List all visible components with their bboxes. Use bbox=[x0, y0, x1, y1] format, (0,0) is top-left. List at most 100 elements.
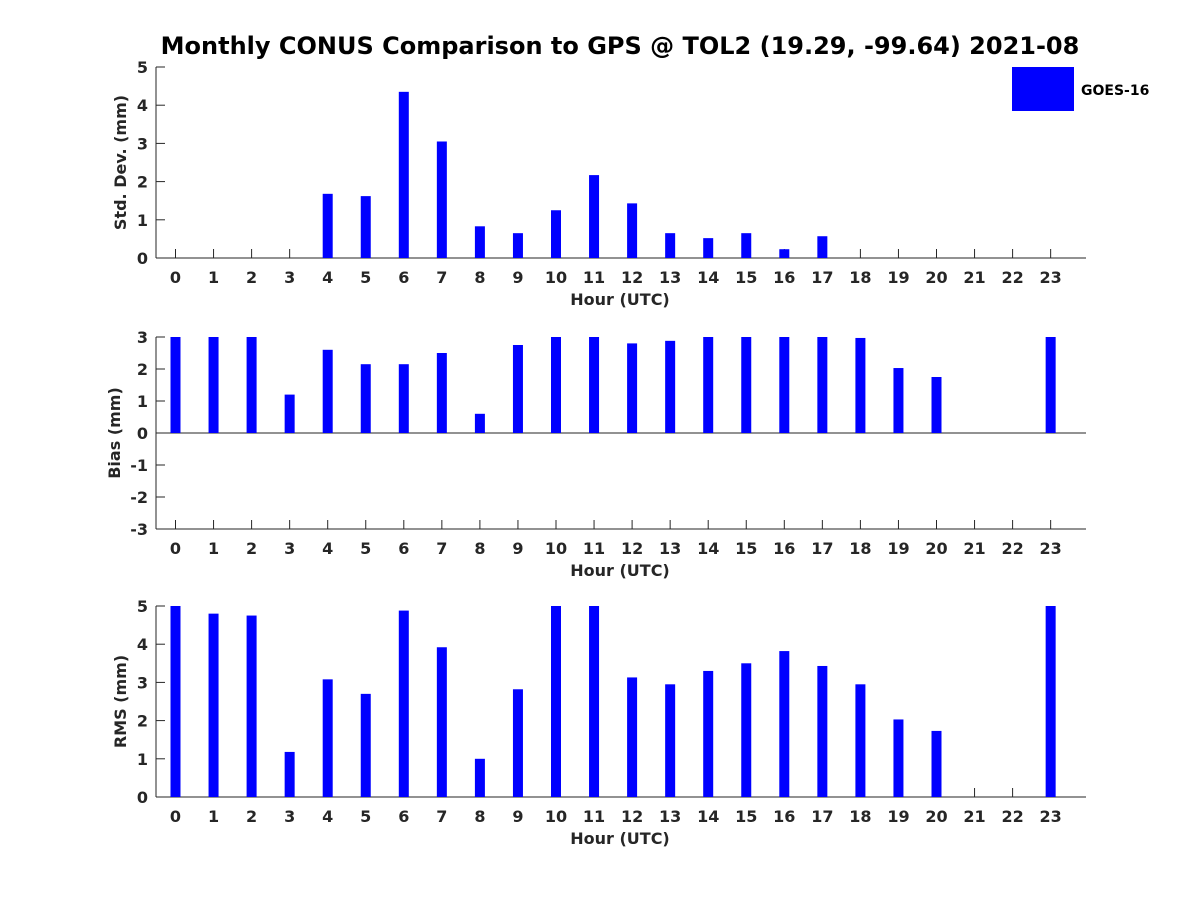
x-axis-label: Hour (UTC) bbox=[570, 561, 670, 580]
y-tick-label: -1 bbox=[130, 456, 148, 475]
bar-std-dev-5 bbox=[360, 196, 371, 258]
x-tick-label: 13 bbox=[659, 268, 681, 287]
bar-bias-12 bbox=[627, 343, 638, 433]
x-tick-label: 1 bbox=[208, 807, 219, 826]
y-tick-label: 0 bbox=[137, 788, 148, 807]
bar-std-dev-15 bbox=[741, 233, 752, 258]
bar-rms-12 bbox=[627, 677, 638, 797]
x-tick-label: 11 bbox=[583, 268, 605, 287]
bar-rms-2 bbox=[246, 615, 257, 797]
legend: GOES-16 bbox=[1012, 67, 1149, 111]
x-tick-label: 5 bbox=[360, 807, 371, 826]
x-tick-label: 19 bbox=[887, 539, 909, 558]
x-tick-label: 16 bbox=[773, 539, 795, 558]
bar-rms-15 bbox=[741, 663, 752, 797]
x-tick-label: 1 bbox=[208, 539, 219, 558]
x-tick-label: 18 bbox=[849, 539, 871, 558]
x-tick-label: 19 bbox=[887, 268, 909, 287]
bar-rms-9 bbox=[512, 689, 523, 797]
x-tick-label: 22 bbox=[1001, 539, 1023, 558]
x-tick-label: 17 bbox=[811, 539, 833, 558]
bar-rms-4 bbox=[322, 679, 333, 797]
bar-std-dev-4 bbox=[322, 193, 333, 258]
x-tick-label: 23 bbox=[1040, 807, 1062, 826]
bar-bias-5 bbox=[360, 364, 371, 433]
x-tick-label: 17 bbox=[811, 807, 833, 826]
bar-bias-10 bbox=[551, 337, 561, 433]
bar-std-dev-17 bbox=[817, 236, 828, 258]
y-tick-label: 0 bbox=[137, 249, 148, 268]
y-tick-label: 1 bbox=[137, 750, 148, 769]
bar-rms-11 bbox=[589, 606, 600, 797]
bar-bias-9 bbox=[512, 345, 523, 433]
x-tick-label: 2 bbox=[246, 807, 257, 826]
x-tick-label: 10 bbox=[545, 539, 567, 558]
x-tick-label: 15 bbox=[735, 268, 757, 287]
x-tick-label: 9 bbox=[512, 268, 523, 287]
bar-std-dev-7 bbox=[436, 141, 447, 258]
bar-bias-16 bbox=[779, 337, 790, 433]
x-tick-label: 9 bbox=[512, 807, 523, 826]
y-tick-label: 3 bbox=[137, 328, 148, 347]
bar-rms-3 bbox=[284, 751, 295, 797]
bar-bias-20 bbox=[931, 377, 942, 433]
x-tick-label: 10 bbox=[545, 807, 567, 826]
x-tick-label: 6 bbox=[398, 807, 409, 826]
x-tick-label: 4 bbox=[322, 807, 333, 826]
bar-bias-2 bbox=[246, 337, 257, 433]
bar-bias-7 bbox=[436, 353, 447, 433]
x-tick-label: 8 bbox=[474, 807, 485, 826]
x-tick-label: 16 bbox=[773, 807, 795, 826]
y-tick-label: 1 bbox=[137, 211, 148, 230]
x-tick-label: 18 bbox=[849, 807, 871, 826]
x-tick-label: 3 bbox=[284, 807, 295, 826]
x-tick-label: 18 bbox=[849, 268, 871, 287]
x-tick-label: 5 bbox=[360, 268, 371, 287]
x-tick-label: 8 bbox=[474, 539, 485, 558]
x-tick-label: 12 bbox=[621, 807, 643, 826]
bar-bias-17 bbox=[817, 337, 828, 433]
bar-rms-0 bbox=[170, 606, 181, 797]
x-tick-label: 10 bbox=[545, 268, 567, 287]
x-tick-label: 0 bbox=[170, 268, 181, 287]
bar-rms-13 bbox=[665, 684, 676, 797]
x-tick-label: 22 bbox=[1001, 807, 1023, 826]
x-tick-label: 21 bbox=[963, 268, 985, 287]
x-tick-label: 14 bbox=[697, 268, 719, 287]
bar-bias-8 bbox=[474, 413, 485, 433]
y-tick-label: -2 bbox=[130, 488, 148, 507]
legend-label: GOES-16 bbox=[1081, 83, 1149, 99]
bar-rms-6 bbox=[398, 610, 409, 797]
bar-rms-19 bbox=[893, 719, 904, 797]
y-tick-label: -3 bbox=[130, 520, 148, 539]
bar-bias-23 bbox=[1045, 337, 1056, 433]
y-tick-label: 2 bbox=[137, 360, 148, 379]
y-axis-label: Std. Dev. (mm) bbox=[111, 95, 130, 230]
x-tick-label: 6 bbox=[398, 539, 409, 558]
bar-bias-4 bbox=[322, 349, 333, 433]
x-tick-label: 11 bbox=[583, 807, 605, 826]
bar-rms-1 bbox=[208, 613, 219, 797]
x-tick-label: 21 bbox=[963, 539, 985, 558]
x-axis-label: Hour (UTC) bbox=[570, 290, 670, 309]
y-tick-label: 4 bbox=[137, 96, 148, 115]
x-tick-label: 7 bbox=[436, 539, 447, 558]
bar-bias-18 bbox=[855, 337, 866, 433]
y-tick-label: 3 bbox=[137, 673, 148, 692]
x-tick-label: 6 bbox=[398, 268, 409, 287]
x-tick-label: 0 bbox=[170, 807, 181, 826]
bar-std-dev-10 bbox=[551, 210, 561, 258]
bar-std-dev-14 bbox=[703, 238, 714, 258]
bar-std-dev-11 bbox=[589, 175, 600, 258]
x-tick-label: 15 bbox=[735, 807, 757, 826]
bar-bias-1 bbox=[208, 337, 219, 433]
bar-rms-23 bbox=[1045, 606, 1056, 797]
x-tick-label: 1 bbox=[208, 268, 219, 287]
bar-rms-10 bbox=[551, 606, 561, 797]
x-tick-label: 12 bbox=[621, 539, 643, 558]
chart-title: Monthly CONUS Comparison to GPS @ TOL2 (… bbox=[161, 32, 1080, 60]
x-tick-label: 20 bbox=[925, 807, 947, 826]
x-tick-label: 7 bbox=[436, 268, 447, 287]
